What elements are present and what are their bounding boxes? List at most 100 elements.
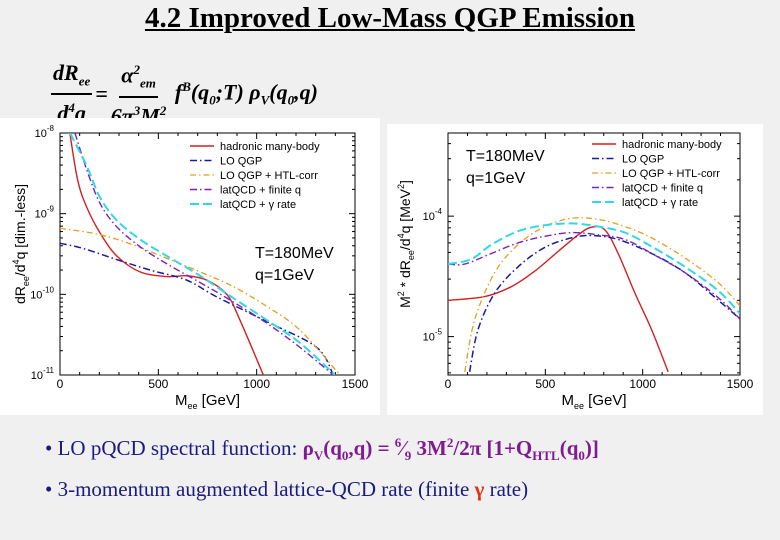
y-tick-base: 10 <box>35 128 47 140</box>
b1-c: ,q) = <box>348 436 395 460</box>
plot-frame <box>447 132 741 376</box>
legend-label-hadronic: hadronic many-body <box>220 141 320 153</box>
y-tick-label: 10-10 <box>30 285 54 301</box>
xl-tail: [GeV] <box>584 392 627 409</box>
f-lhs-den: d <box>57 100 69 126</box>
y-tick-base: 10 <box>423 332 435 344</box>
y-tick-exp: -11 <box>43 366 55 375</box>
bullet-2-text: • 3-momentum augmented lattice-QCD rate … <box>45 477 475 501</box>
legend-label-lo_qgp: LO QGP <box>220 156 262 168</box>
f-lhs-num: dR <box>53 59 79 85</box>
b1-g: )] <box>584 436 599 460</box>
f-lhs-den-tail: q <box>74 100 86 126</box>
yl-part: q [MeV <box>397 188 413 233</box>
f-t1: (q <box>190 78 210 104</box>
xl-main: M <box>175 392 188 409</box>
f-t3: (q <box>269 78 288 104</box>
legend-label-htl: LO QGP + HTL-corr <box>220 170 318 182</box>
bullet-1-formula: ρV(q0,q) = 6⁄9 3M2/2π [1+QHTL(q0)] <box>303 435 599 464</box>
rate-formula: dRee d4q = α2em 6π3M2 fB(q0;T) ρV(q0,q) <box>48 58 318 129</box>
xl-sub: ee <box>574 401 584 411</box>
b1-fn: 6 <box>394 435 402 450</box>
x-tick-label: 1500 <box>342 377 369 391</box>
f-rhs-den-sup2: 2 <box>159 102 167 118</box>
legend-label-latqcd_gamma: latQCD + γ rate <box>622 197 698 209</box>
series-line-htl <box>60 227 341 375</box>
x-tick-label: 500 <box>148 377 168 391</box>
yl-part: * dR <box>397 260 413 291</box>
yl-part: 2 <box>396 291 406 296</box>
y-tick-exp: -10 <box>42 285 54 294</box>
f-rhs-sup: 2 <box>133 62 140 77</box>
b1-fd: 9 <box>404 448 412 464</box>
annotation: q=1GeV <box>466 170 525 187</box>
y-tick-base: 10 <box>31 370 43 382</box>
f-eq: = <box>95 80 108 106</box>
b1-fs: ⁄ <box>401 436 405 460</box>
y-tick-base: 10 <box>35 209 47 221</box>
legend-label-hadronic: hadronic many-body <box>622 139 722 151</box>
annotation: T=180MeV <box>466 148 545 165</box>
f-rhs-sub: em <box>139 75 156 91</box>
yl-part: M <box>397 296 413 308</box>
legend-label-htl: LO QGP + HTL-corr <box>622 168 720 180</box>
series-line-hadronic <box>69 133 264 375</box>
y-tick-label: 10-4 <box>423 207 443 223</box>
f-tail-fsup: B <box>182 78 191 94</box>
legend-label-lo_qgp: LO QGP <box>622 154 664 166</box>
xl-tail: [GeV] <box>197 392 240 409</box>
f-t3s: 0 <box>287 92 295 108</box>
bullet-1: • LO pQCD spectral function: ρV(q0,q) = … <box>45 435 599 464</box>
f-rhs-den-sup: 3 <box>133 102 141 118</box>
right-plot-panel <box>387 124 763 415</box>
series-line-latqcd_gamma <box>448 222 740 315</box>
series-line-latqcd_q <box>74 133 334 375</box>
f-t2s: V <box>260 92 270 108</box>
yl-part: /d <box>12 264 28 276</box>
b1-as: V <box>313 448 324 464</box>
f-tail: fB(q0;T) ρV(q0,q) <box>169 79 318 109</box>
series-line-latqcd_gamma <box>69 133 336 375</box>
y-tick-label: 10-5 <box>423 328 443 344</box>
y-tick-exp: -4 <box>435 207 443 216</box>
y-tick-exp: -5 <box>435 328 443 337</box>
b1-fs2: 0 <box>578 448 585 464</box>
x-tick-label: 1500 <box>727 377 754 391</box>
f-tail-f: f <box>174 78 183 104</box>
y-tick-exp: -8 <box>47 124 55 133</box>
f-lhs-den-sup: 4 <box>68 100 75 116</box>
x-axis-label: Mee [GeV] <box>561 392 626 411</box>
b1-e: /2π [1+Q <box>453 436 533 460</box>
xl-sub: ee <box>187 401 197 411</box>
y-tick-label: 10-11 <box>31 366 55 382</box>
b1-b: (q <box>323 436 342 460</box>
left-plot-panel <box>0 118 380 415</box>
bullet-1-text: • LO pQCD spectral function: <box>45 436 303 460</box>
series-line-lo_qgp <box>60 242 335 375</box>
xl-main: M <box>561 392 574 409</box>
legend-label-latqcd_gamma: latQCD + γ rate <box>220 199 296 211</box>
f-rhs-num: α <box>121 62 134 88</box>
x-tick-label: 1000 <box>629 377 656 391</box>
gamma-symbol: γ <box>474 477 485 501</box>
annotation: T=180MeV <box>255 245 334 262</box>
b1-ds: 2 <box>446 435 454 450</box>
b1-f: (q <box>559 436 579 460</box>
series-line-htl <box>464 217 740 372</box>
yl-part: /d <box>397 238 413 250</box>
y-axis-label: dRee/d4q [dim.-less] <box>11 184 31 304</box>
yl-part: 4 <box>396 233 406 238</box>
f-t1s: 0 <box>209 92 216 108</box>
y-tick-base: 10 <box>30 289 42 301</box>
yl-part: ee <box>21 276 31 286</box>
legend-label-latqcd_q: latQCD + finite q <box>622 183 703 195</box>
x-tick-label: 1000 <box>243 377 270 391</box>
f-t4: ,q) <box>294 78 318 104</box>
yl-part: 4 <box>11 259 21 264</box>
legend-label-latqcd_q: latQCD + finite q <box>220 185 301 197</box>
plot-frame <box>59 132 356 376</box>
yl-part: ee <box>406 250 416 260</box>
